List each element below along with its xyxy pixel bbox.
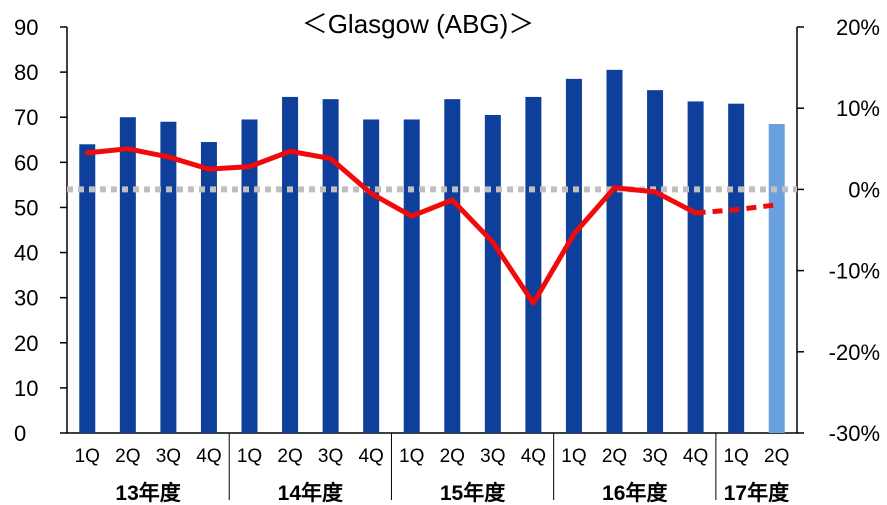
- bar: [484, 114, 501, 433]
- bar: [606, 69, 623, 433]
- x-tick-label: 2Q: [602, 446, 627, 467]
- bar: [444, 99, 461, 433]
- line-series-dashed: [695, 202, 778, 216]
- x-tick-label: 1Q: [723, 446, 748, 467]
- y-right-tick-label: -20%: [829, 340, 880, 365]
- x-tick-label: 1Q: [75, 446, 100, 467]
- y-right-tick-label: -10%: [829, 259, 880, 284]
- x-group-label: 15年度: [440, 481, 505, 505]
- bar: [403, 119, 420, 433]
- x-group-label: 17年度: [724, 481, 789, 505]
- x-tick-label: 2Q: [277, 446, 302, 467]
- bar: [79, 144, 96, 434]
- x-tick-label: 4Q: [196, 446, 221, 467]
- line-series-solid: [84, 146, 699, 306]
- x-tick-label: 1Q: [399, 446, 424, 467]
- x-tick-label: 4Q: [521, 446, 546, 467]
- x-tick-label: 2Q: [764, 446, 789, 467]
- x-group-label: 16年度: [602, 481, 667, 505]
- x-tick-label: 4Q: [683, 446, 708, 467]
- chart-title: ＜Glasgow (ABG)＞: [302, 9, 535, 39]
- x-tick-label: 1Q: [561, 446, 586, 467]
- bar: [160, 121, 177, 433]
- x-tick-label: 4Q: [358, 446, 383, 467]
- plot-area: 0 10 20 30 40 50 60 70 80 90 -30% -20% -10% 0% 10% 20% 1…: [14, 15, 880, 505]
- y-right-tick-label: -30%: [829, 421, 880, 446]
- bar: [647, 90, 664, 434]
- bar: [282, 96, 299, 433]
- y-left-tick-label: 20: [14, 331, 38, 356]
- bar: [687, 101, 704, 433]
- bar: [322, 99, 339, 433]
- y-left-tick-label: 40: [14, 241, 38, 266]
- x-tick-label: 3Q: [642, 446, 667, 467]
- y-right-tick-label: 20%: [836, 15, 880, 40]
- y-left-tick-label: 60: [14, 150, 38, 175]
- bar: [363, 119, 380, 433]
- y-left-tick-label: 30: [14, 286, 38, 311]
- x-tick-label: 3Q: [318, 446, 343, 467]
- x-tick-label: 2Q: [115, 446, 140, 467]
- y-left-tick-label: 80: [14, 60, 38, 85]
- y-left-tick-label: 70: [14, 105, 38, 130]
- x-tick-label: 3Q: [156, 446, 181, 467]
- x-group-label: 14年度: [278, 481, 343, 505]
- x-tick-label: 3Q: [480, 446, 505, 467]
- x-group-label: 13年度: [115, 481, 180, 505]
- y-left-tick-label: 10: [14, 376, 38, 401]
- y-left-tick-label: 0: [14, 421, 26, 446]
- bar: [200, 142, 217, 434]
- y-left-tick-label: 90: [14, 15, 38, 40]
- y-left-tick-label: 50: [14, 195, 38, 220]
- x-tick-label: 1Q: [237, 446, 262, 467]
- y-right-tick-label: 10%: [836, 96, 880, 121]
- bar: [241, 119, 258, 433]
- bar: [525, 96, 542, 433]
- bar: [768, 123, 785, 433]
- x-tick-label: 2Q: [440, 446, 465, 467]
- bar: [728, 103, 745, 433]
- bar: [565, 78, 582, 433]
- bar: [119, 117, 136, 433]
- y-right-tick-label: 0%: [848, 177, 880, 202]
